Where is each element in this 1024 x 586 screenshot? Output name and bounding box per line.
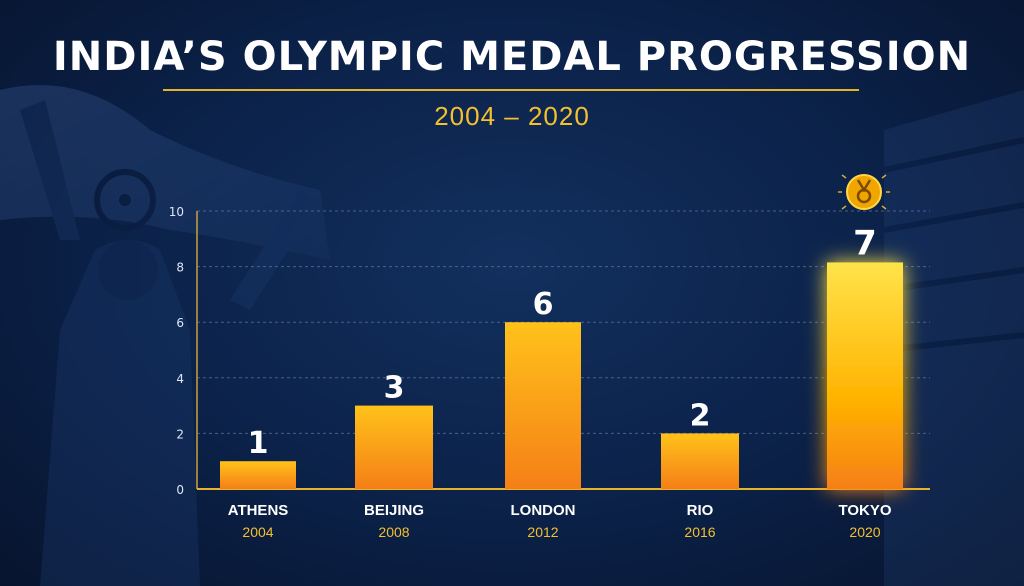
x-tick-year: 2016 <box>684 524 715 540</box>
x-tick-label: LONDON <box>511 502 576 519</box>
x-tick-year: 2004 <box>242 524 273 540</box>
y-tick-label: 6 <box>176 316 184 330</box>
data-label-rio: 2 <box>690 398 711 433</box>
x-tick-label: TOKYO <box>838 502 891 519</box>
data-label-tokyo: 7 <box>853 223 877 263</box>
x-tick-label: RIO <box>687 502 714 519</box>
bar-tokyo <box>827 262 903 489</box>
y-tick-label: 4 <box>176 372 184 386</box>
x-tick-year: 2020 <box>849 524 880 540</box>
bar-london <box>505 322 581 489</box>
stadium-background-icon <box>884 90 1024 586</box>
y-tick-label: 0 <box>176 483 184 497</box>
y-tick-label: 2 <box>176 427 184 441</box>
title-underline <box>163 89 859 91</box>
medal-icon <box>838 174 890 210</box>
bar-beijing <box>355 405 433 489</box>
y-tick-label: 10 <box>169 205 184 219</box>
x-tick-year: 2012 <box>527 524 558 540</box>
chart-title: INDIA’S OLYMPIC MEDAL PROGRESSION <box>52 34 972 80</box>
data-label-london: 6 <box>533 287 554 322</box>
x-tick-label: BEIJING <box>364 502 424 519</box>
x-tick-label: ATHENS <box>228 502 289 519</box>
athlete-flag-background-icon <box>0 85 330 586</box>
bar-rio <box>661 433 739 489</box>
x-tick-year: 2008 <box>378 524 409 540</box>
bar-athens <box>220 461 296 489</box>
chart-subtitle: 2004 – 2020 <box>434 101 590 131</box>
data-label-beijing: 3 <box>384 371 405 406</box>
y-tick-label: 8 <box>176 261 184 275</box>
data-label-athens: 1 <box>248 426 269 461</box>
